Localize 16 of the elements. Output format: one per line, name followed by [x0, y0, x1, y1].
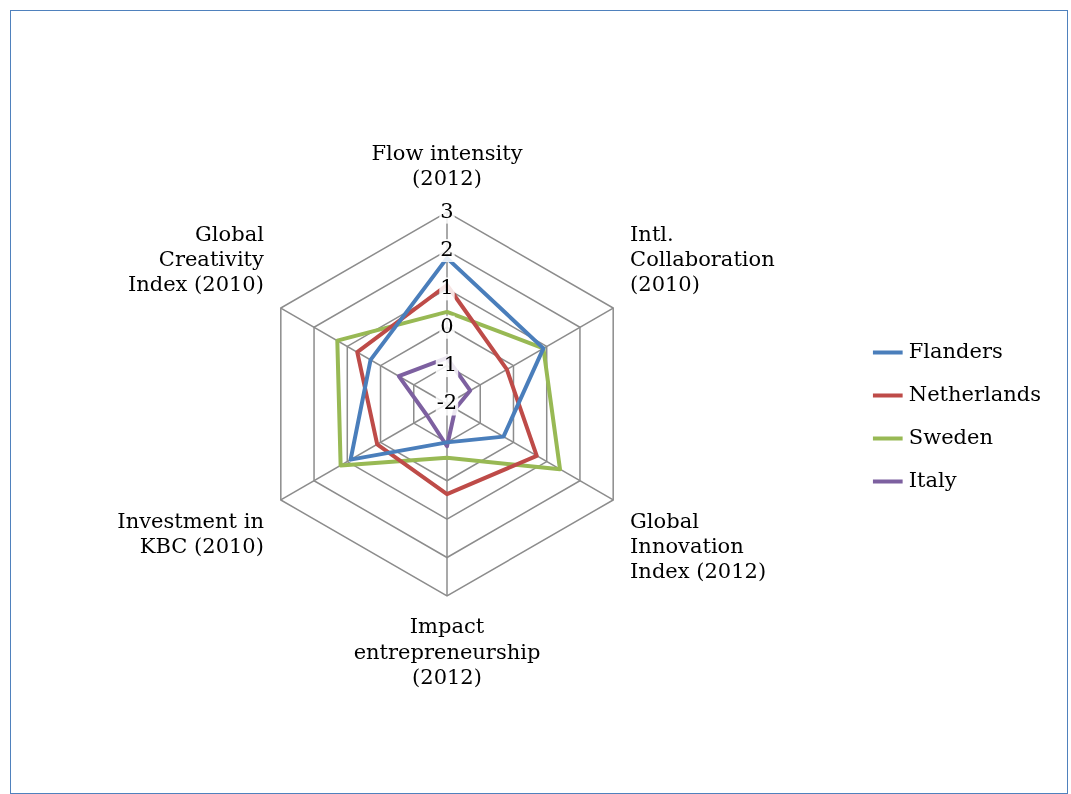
spoke-label: Flow intensity (2012) [371, 141, 523, 191]
legend-label: Italy [908, 467, 957, 492]
legend-label: Flanders [908, 338, 1003, 363]
legend-label: Netherlands [908, 381, 1041, 406]
y-tick-label: -2 [436, 390, 458, 415]
y-tick-label: 3 [440, 198, 454, 223]
y-tick-label: -1 [436, 352, 458, 377]
y-tick-label: 1 [440, 275, 454, 300]
legend-label: Sweden [908, 424, 993, 449]
spoke-label: Global Creativity Index (2010) [127, 221, 265, 297]
spoke-label: Intl. Collaboration (2010) [630, 221, 775, 297]
spoke-label: Global Innovation Index (2012) [630, 508, 767, 584]
spoke-label: Impact entrepreneurship (2012) [353, 614, 541, 689]
y-tick-label: 0 [440, 313, 454, 338]
spoke-label: Investment in KBC (2010) [117, 508, 264, 558]
y-tick-label: 2 [440, 236, 454, 261]
